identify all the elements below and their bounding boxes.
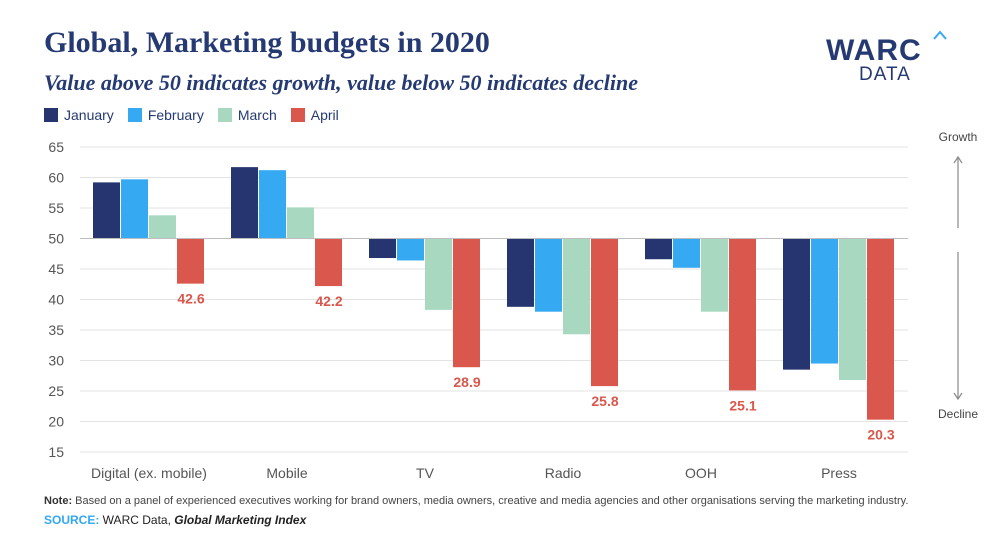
bar-march <box>701 238 728 312</box>
data-label-april: 42.2 <box>315 293 342 309</box>
y-tick-label: 30 <box>48 353 64 369</box>
source-line: SOURCE: WARC Data, Global Marketing Inde… <box>44 513 306 527</box>
data-label-april: 28.9 <box>453 374 480 390</box>
logo-sub-text: DATA <box>859 64 911 85</box>
y-tick-label: 15 <box>48 444 64 460</box>
note-label: Note: <box>44 495 73 507</box>
bar-march <box>425 238 452 310</box>
bar-january <box>507 238 534 307</box>
y-tick-label: 20 <box>48 414 64 430</box>
legend-swatch <box>44 108 58 122</box>
decline-label: Decline <box>938 407 978 421</box>
legend-swatch <box>217 108 232 122</box>
bar-march <box>563 238 590 335</box>
data-label-april: 25.1 <box>729 397 756 413</box>
legend-swatch <box>127 108 142 122</box>
y-tick-label: 35 <box>48 322 64 338</box>
source-pre: WARC Data, <box>99 513 175 527</box>
y-tick-label: 25 <box>48 383 64 399</box>
y-tick-label: 45 <box>48 261 64 277</box>
x-tick-label: Press <box>821 465 857 481</box>
bar-january <box>231 167 258 239</box>
footnote: Note: Based on a panel of experienced ex… <box>44 495 908 507</box>
legend-swatch <box>290 108 305 122</box>
bar-february <box>673 238 700 268</box>
bar-march <box>287 207 314 239</box>
bar-april <box>177 238 204 284</box>
bar-april <box>453 238 480 368</box>
y-tick-label: 60 <box>48 170 64 186</box>
bar-april <box>591 238 618 387</box>
legend-item-january: January <box>44 107 114 123</box>
source-name: Global Marketing Index <box>174 513 307 527</box>
legend-label: March <box>237 107 277 123</box>
bar-january <box>783 238 810 370</box>
legend-label: January <box>64 107 114 123</box>
bar-january <box>645 238 672 260</box>
bar-february <box>121 179 148 239</box>
bar-february <box>397 238 424 261</box>
source-label: SOURCE: <box>44 513 100 527</box>
data-label-april: 25.8 <box>591 393 618 409</box>
logo-main-text: WARC <box>826 34 922 67</box>
warc-data-logo: WARC DATA <box>826 30 956 85</box>
bar-april <box>867 238 894 420</box>
bar-february <box>811 238 838 364</box>
y-tick-label: 65 <box>48 139 64 155</box>
data-label-april: 20.3 <box>867 427 894 443</box>
legend-item-february: February <box>127 107 204 123</box>
bar-february <box>535 238 562 312</box>
chart-subtitle: Value above 50 indicates growth, value b… <box>44 70 638 95</box>
x-tick-label: OOH <box>685 465 717 481</box>
legend-label: April <box>310 107 339 123</box>
y-tick-label: 55 <box>48 200 64 216</box>
legend-item-march: March <box>217 107 277 123</box>
bar-april <box>729 238 756 391</box>
bar-january <box>93 182 120 239</box>
bar-april <box>315 238 342 287</box>
bar-march <box>839 238 866 381</box>
y-tick-label: 40 <box>48 292 64 308</box>
chart-legend: January February March April <box>44 107 339 123</box>
bar-march <box>149 215 176 239</box>
logo-caret-icon <box>933 30 947 40</box>
bar-february <box>259 170 286 239</box>
x-tick-label: Radio <box>545 465 582 481</box>
bar-january <box>369 238 396 259</box>
data-label-april: 42.6 <box>177 291 204 307</box>
growth-label: Growth <box>939 130 978 144</box>
legend-item-april: April <box>290 107 339 123</box>
growth-arrow-icon <box>953 155 963 164</box>
x-tick-label: Digital (ex. mobile) <box>91 465 207 481</box>
legend-label: February <box>147 107 204 123</box>
note-text: Based on a panel of experienced executiv… <box>72 495 909 507</box>
x-tick-label: TV <box>416 465 435 481</box>
chart-title: Global, Marketing budgets in 2020 <box>44 26 490 59</box>
x-tick-label: Mobile <box>266 465 307 481</box>
y-tick-label: 50 <box>48 231 64 247</box>
decline-arrow-icon <box>953 392 963 401</box>
